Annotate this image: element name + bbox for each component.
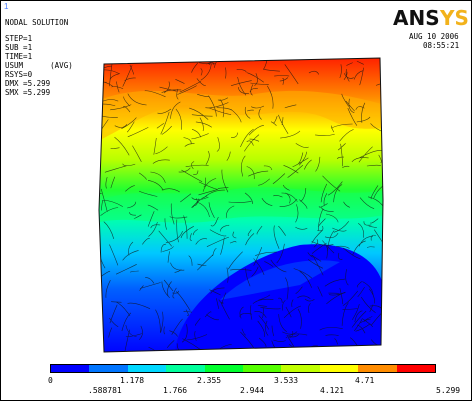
legend-swatch-8: [319, 365, 359, 372]
legend-color-bar: [50, 364, 436, 373]
svg-text:YS: YS: [439, 6, 469, 28]
legend-swatch-1: [51, 365, 90, 372]
legend-swatch-10: [396, 365, 436, 372]
mesh-lines: [99, 58, 383, 352]
time-label: 08:55:21: [423, 41, 460, 50]
rsys-line: RSYS=0: [5, 70, 33, 79]
window-number: 1: [4, 2, 9, 11]
step-line: STEP=1: [5, 34, 33, 43]
usum-line: USUM (AVG): [5, 61, 73, 70]
legend-top-label-2: 1.178: [120, 376, 145, 385]
sub-line: SUB =1: [5, 43, 33, 52]
date-label: AUG 10 2006: [409, 32, 459, 41]
legend-top-label-4: 3.533: [274, 376, 299, 385]
legend-bottom-label-2: 1.766: [163, 386, 188, 395]
time-line: TIME=1: [5, 52, 33, 61]
solution-title: NODAL SOLUTION: [5, 18, 69, 27]
legend-bottom-label-5: 5.299: [436, 386, 461, 395]
legend-swatch-4: [166, 365, 205, 372]
legend-top-label-1: 0: [48, 376, 53, 385]
legend-swatch-7: [281, 365, 320, 372]
legend-top-label-3: 2.355: [197, 376, 222, 385]
legend-swatch-3: [127, 365, 167, 372]
smx-line: SMX =5.299: [5, 88, 51, 97]
legend-bottom-label-1: .588781: [88, 386, 122, 395]
legend-swatch-2: [89, 365, 128, 372]
legend-bottom-label-3: 2.944: [240, 386, 265, 395]
legend-swatch-5: [204, 365, 244, 372]
dmx-line: DMX =5.299: [5, 79, 51, 88]
legend-swatch-6: [243, 365, 282, 372]
legend-bottom-label-4: 4.121: [320, 386, 345, 395]
legend-top-label-5: 4.71: [355, 376, 375, 385]
legend-swatch-9: [358, 365, 397, 372]
svg-text:ANS: ANS: [393, 6, 440, 28]
ansys-logo: ANS YS: [393, 6, 469, 28]
